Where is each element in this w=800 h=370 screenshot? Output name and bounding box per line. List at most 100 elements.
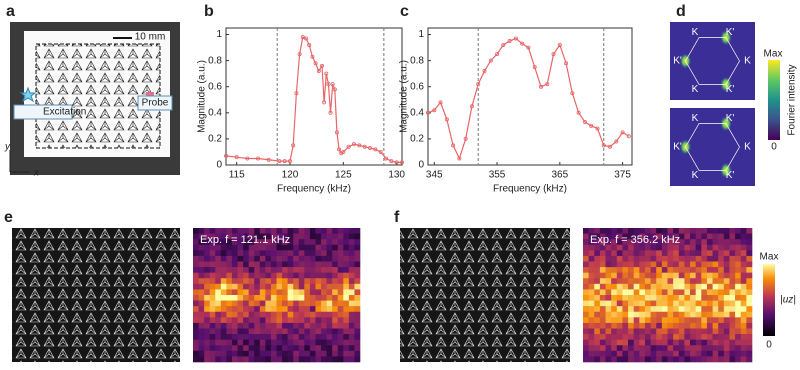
data-point xyxy=(287,159,292,164)
field-cell xyxy=(220,278,227,285)
field-cell xyxy=(309,255,316,262)
field-cell xyxy=(701,228,708,234)
field-cell xyxy=(282,345,288,352)
field-cell xyxy=(644,311,651,318)
field-cell xyxy=(599,317,606,324)
field-caption: Exp. f = 121.1 kHz xyxy=(200,234,290,246)
field-cell xyxy=(639,228,646,234)
field-cell xyxy=(198,239,205,246)
field-cell xyxy=(656,255,663,262)
field-cell xyxy=(332,272,339,279)
field-cell xyxy=(599,267,606,273)
field-cell xyxy=(599,272,606,279)
data-point xyxy=(438,100,443,105)
field-cell xyxy=(220,289,227,296)
field-cell xyxy=(354,311,361,318)
field-cell xyxy=(599,250,606,257)
field-cell xyxy=(594,334,601,340)
data-point xyxy=(595,126,600,131)
field-cell xyxy=(656,283,663,290)
field-cell xyxy=(282,295,288,301)
field-cell xyxy=(248,250,255,257)
field-cell xyxy=(270,295,277,301)
field-cell xyxy=(684,322,691,329)
field-cell xyxy=(746,233,753,240)
field-cell xyxy=(740,233,747,240)
field-cell xyxy=(746,339,753,346)
field-cell xyxy=(718,356,725,363)
field-cell xyxy=(678,278,685,285)
field-cell xyxy=(650,339,657,346)
field-cell xyxy=(343,228,350,234)
field-cell xyxy=(684,255,691,262)
field-cell xyxy=(616,350,623,357)
field-cell xyxy=(226,295,233,301)
field-cell xyxy=(243,328,249,335)
field-cell xyxy=(254,334,261,340)
field-cell xyxy=(204,350,210,357)
field-cell xyxy=(209,278,216,285)
field-cell xyxy=(701,283,708,290)
data-point xyxy=(313,61,318,66)
field-cell xyxy=(639,255,646,262)
field-cell xyxy=(667,306,674,313)
field-cell xyxy=(354,334,361,340)
field-cell xyxy=(583,322,589,329)
field-cell xyxy=(337,317,344,324)
field-cell xyxy=(740,289,747,296)
data-point xyxy=(601,143,606,148)
field-cell xyxy=(650,306,657,313)
field-cell xyxy=(282,334,288,340)
field-cell xyxy=(673,233,680,240)
field-cell xyxy=(740,255,747,262)
field-cell xyxy=(684,345,691,352)
field-cell xyxy=(354,278,361,285)
field-cell xyxy=(321,328,327,335)
field-cell xyxy=(588,311,595,318)
field-cell xyxy=(226,300,233,307)
field-cell xyxy=(678,261,685,268)
field-cell xyxy=(226,306,233,313)
field-cell xyxy=(315,311,322,318)
field-cell xyxy=(209,239,216,246)
field-cell xyxy=(690,317,696,324)
field-cell xyxy=(616,345,623,352)
field-cell xyxy=(701,311,708,318)
field-cell xyxy=(298,272,305,279)
field-cell xyxy=(588,233,595,240)
field-cell xyxy=(735,278,742,285)
field-cell xyxy=(706,267,713,273)
field-cell xyxy=(226,339,233,346)
field-cell xyxy=(701,233,708,240)
field-cell xyxy=(588,334,595,340)
field-cell xyxy=(611,233,618,240)
field-cell xyxy=(690,289,696,296)
field-cell xyxy=(343,255,350,262)
field-cell xyxy=(678,356,685,363)
field-cell xyxy=(321,345,327,352)
field-cell xyxy=(611,306,618,313)
field-cell xyxy=(661,239,668,246)
y-axis-label: Magnitude (a.u.) xyxy=(197,60,208,133)
field-cell xyxy=(633,255,640,262)
field-cell xyxy=(695,300,702,307)
field-cell xyxy=(332,322,339,329)
field-cell xyxy=(276,350,283,357)
field-cell xyxy=(583,250,589,257)
field-cell xyxy=(690,306,696,313)
field-cell xyxy=(276,317,283,324)
field-cell xyxy=(695,289,702,296)
field-cell xyxy=(712,250,719,257)
field-cell xyxy=(215,255,222,262)
field-cell xyxy=(215,278,222,285)
field-cell xyxy=(287,322,294,329)
field-cell xyxy=(193,233,199,240)
field-cell xyxy=(304,228,311,234)
field-cell xyxy=(209,300,216,307)
field-cell xyxy=(270,267,277,273)
field-cell xyxy=(673,250,680,257)
field-cell xyxy=(583,317,589,324)
field-cell xyxy=(605,334,612,340)
field-cell xyxy=(661,295,668,301)
field-cell xyxy=(690,300,696,307)
